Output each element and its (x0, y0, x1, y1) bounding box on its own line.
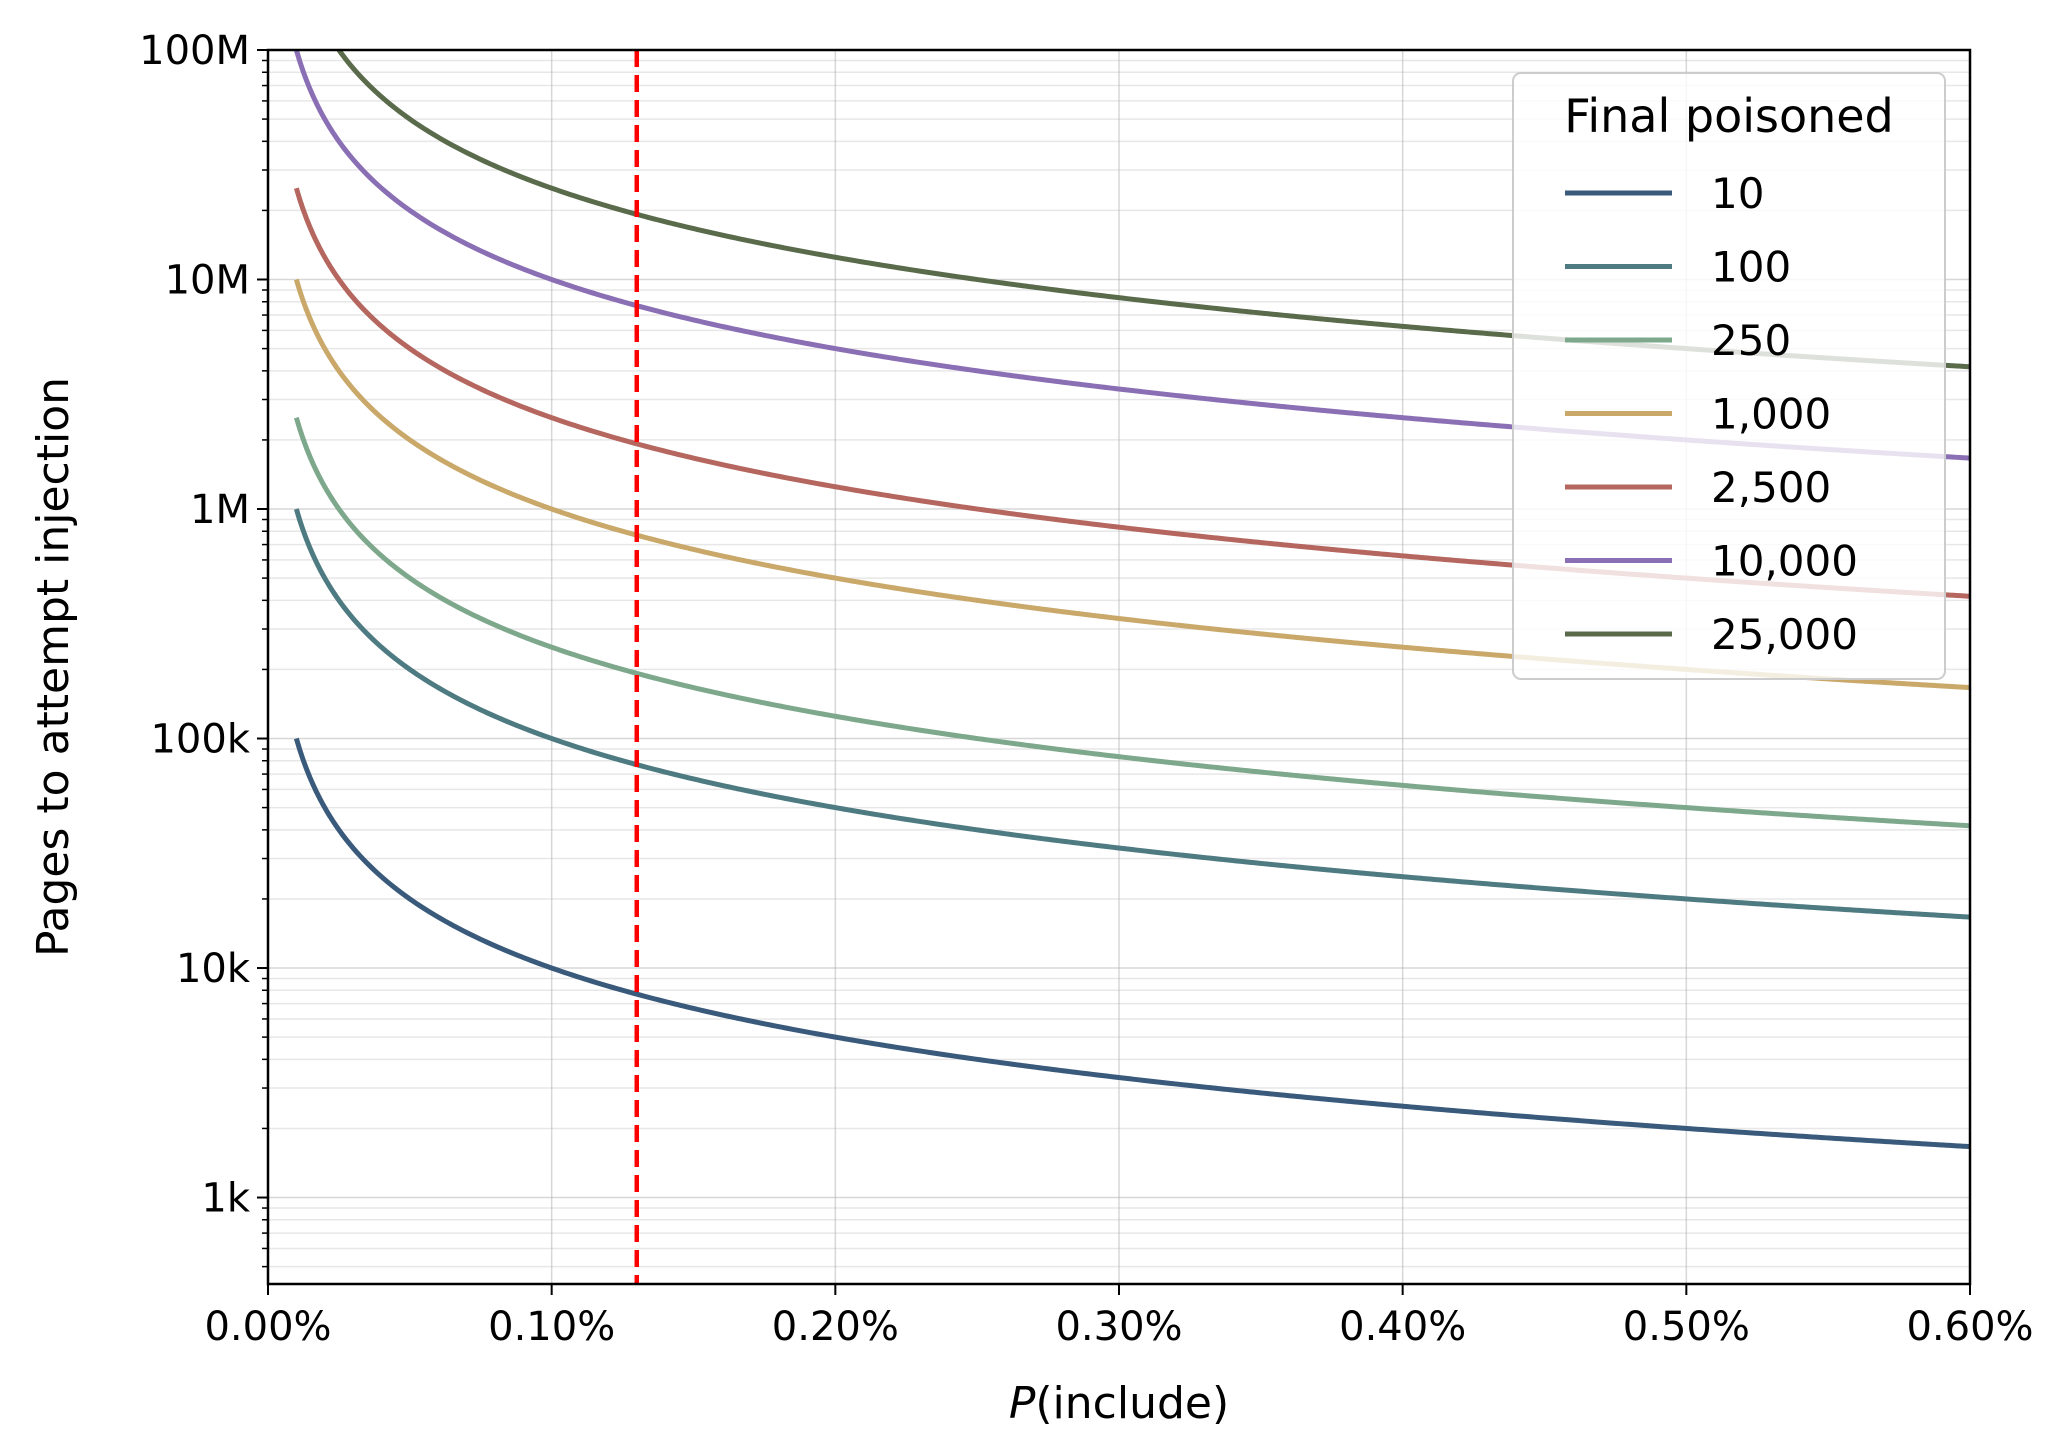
x-tick-labels: 0.00% 0.10% 0.20% 0.30% 0.40% 0.50% 0.60% (204, 1304, 2033, 1350)
legend-title: Final poisoned (1564, 89, 1894, 143)
x-tick-label: 0.40% (1339, 1304, 1466, 1350)
y-tick-label: 100M (139, 28, 250, 74)
x-axis-label: P(include) (1009, 1378, 1229, 1429)
y-axis-label: Pages to attempt injection (28, 377, 79, 957)
legend-entries: 10 100 250 1,000 2,500 10,000 25,000 (1565, 169, 1858, 659)
axis-ticks (257, 49, 1971, 1295)
y-tick-label: 10k (176, 946, 251, 992)
legend-label: 2,500 (1711, 463, 1831, 512)
x-tick-label: 0.60% (1906, 1304, 2033, 1350)
legend-label: 250 (1711, 316, 1791, 365)
legend-label: 100 (1711, 243, 1791, 292)
y-tick-label: 100k (150, 717, 250, 763)
series-line-250 (293, 416, 1970, 829)
x-axis-label-italic: P (1009, 1378, 1036, 1429)
x-tick-label: 0.30% (1055, 1304, 1182, 1350)
series-line-10 (293, 737, 1970, 1150)
x-tick-label: 0.00% (204, 1304, 331, 1350)
x-tick-label: 0.50% (1623, 1304, 1750, 1350)
legend-box (1512, 72, 1946, 680)
x-tick-label: 0.20% (772, 1304, 899, 1350)
y-tick-label: 10M (165, 258, 250, 304)
legend-label: 25,000 (1711, 610, 1858, 659)
y-tick-labels: 1k 10k 100k 1M 10M 100M (139, 28, 251, 1222)
legend-label: 1,000 (1711, 390, 1831, 439)
legend-label: 10,000 (1711, 537, 1858, 586)
x-axis-label-rest: (include) (1035, 1378, 1229, 1429)
series-line-100 (293, 508, 1970, 920)
legend-label: 10 (1711, 169, 1764, 218)
legend: Final poisoned 10 100 250 1,000 2,500 10,000 2… (1512, 72, 1946, 680)
x-tick-label: 0.10% (488, 1304, 615, 1350)
y-tick-label: 1M (190, 487, 250, 533)
y-tick-label: 1k (201, 1176, 250, 1222)
